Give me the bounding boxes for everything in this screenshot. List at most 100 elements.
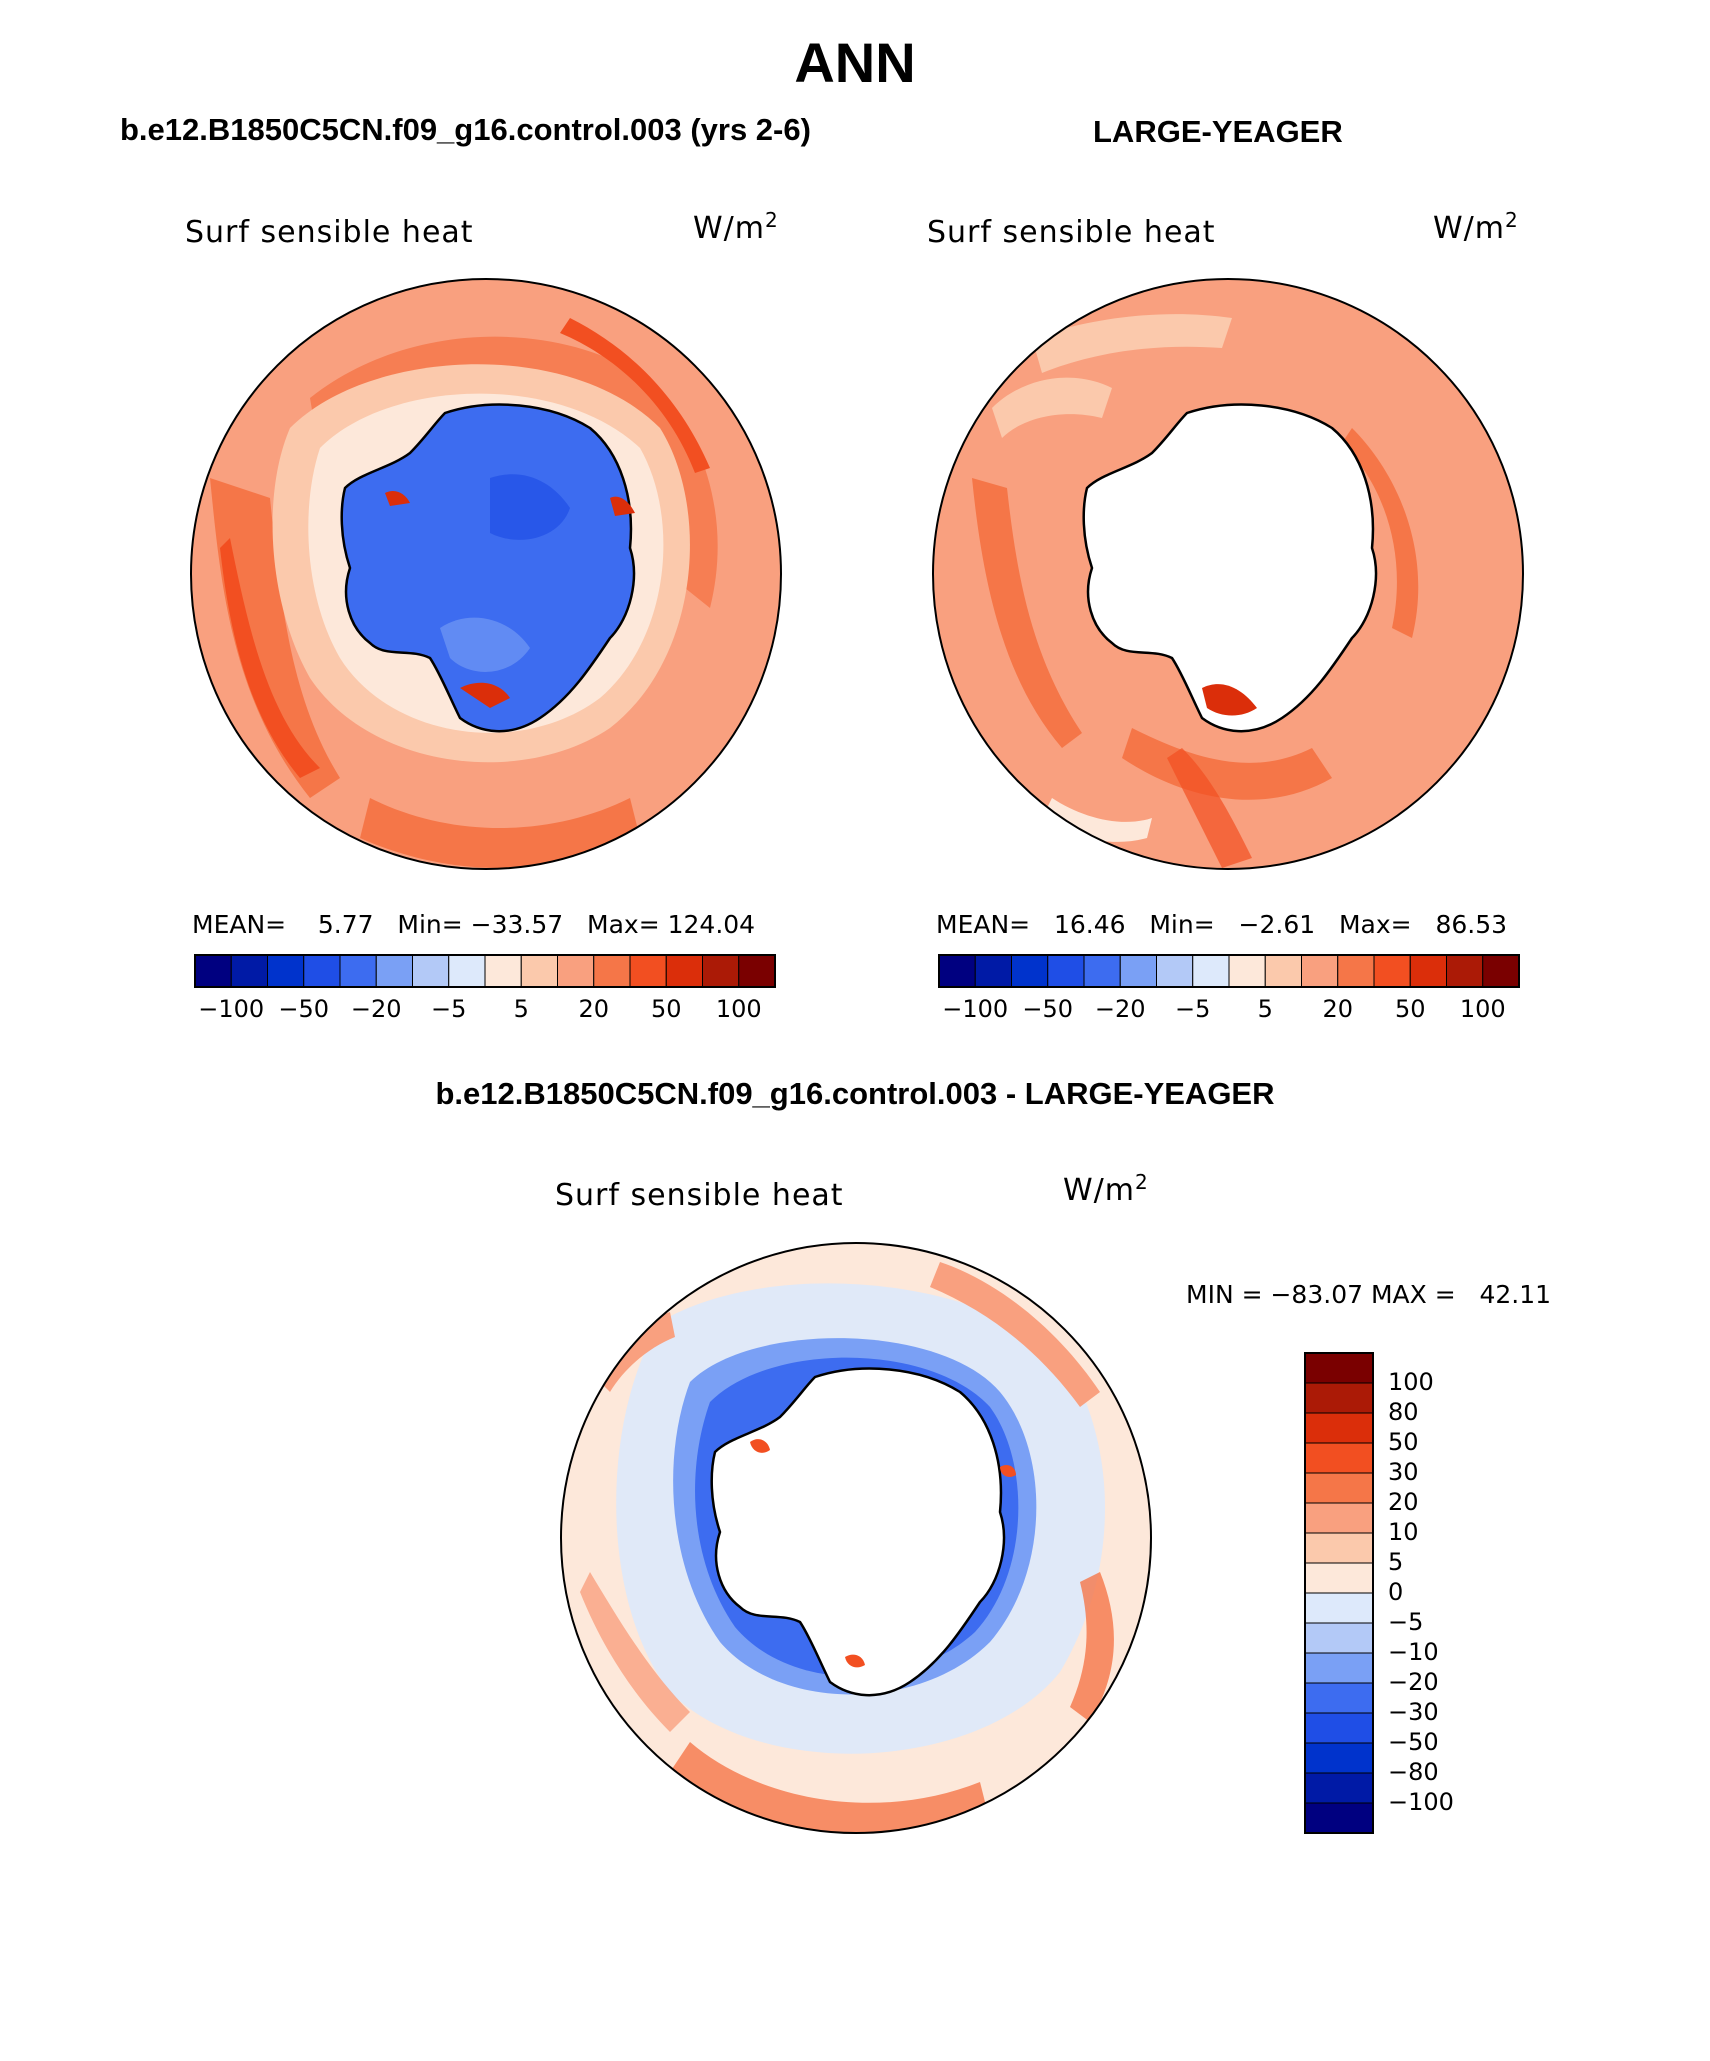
colorbar-frame (1304, 1352, 1374, 1834)
colorbar-tick-label: −20 (350, 995, 402, 1023)
colorbar-swatch (1304, 1772, 1374, 1804)
colorbar-level-label: −50 (1388, 1728, 1439, 1756)
colorbar-level-label: 80 (1388, 1398, 1419, 1426)
colorbar-swatch (629, 954, 667, 988)
map-border (932, 278, 1524, 870)
colorbar-level-label: 0 (1388, 1578, 1404, 1606)
colorbar-swatch (974, 954, 1012, 988)
colorbar-frame (938, 954, 1520, 988)
contour-band (1032, 314, 1232, 373)
colorbar-tick-label: −20 (1094, 995, 1146, 1023)
colorbar-swatch (375, 954, 413, 988)
colorbar-level-label: −10 (1388, 1638, 1439, 1666)
units-base: W/m (1433, 211, 1505, 246)
colorbar-swatch (1304, 1802, 1374, 1834)
colorbar-swatch (665, 954, 703, 988)
contour-band (580, 1572, 690, 1732)
colorbar-swatch (1304, 1502, 1374, 1534)
colorbar-swatch (1156, 954, 1194, 988)
colorbar-level-label: 20 (1388, 1488, 1419, 1516)
colorbar-tick-label: 20 (578, 995, 610, 1023)
colorbar-swatch (412, 954, 450, 988)
units-exponent: 2 (1505, 208, 1519, 232)
contour-band (385, 491, 410, 506)
colorbar-swatch (1304, 1382, 1374, 1414)
contour-band (845, 1654, 865, 1668)
colorbar-swatch (267, 954, 305, 988)
colorbar-swatch (1011, 954, 1049, 988)
colorbar-swatch (1482, 954, 1520, 988)
units-base: W/m (693, 211, 765, 246)
diff-units-label: W/m2 (1063, 1170, 1149, 1208)
colorbar-swatch (1301, 954, 1339, 988)
contour-band (560, 318, 710, 473)
colorbar-swatch (339, 954, 377, 988)
panel2-colorbar-ticks: −100 −50 −20 −5 5 20 50 100 (939, 995, 1519, 1025)
colorbar-tick-label: −50 (1022, 995, 1074, 1023)
colorbar-swatch (1337, 954, 1375, 988)
colorbar-swatch (1192, 954, 1230, 988)
colorbar-swatch (1304, 1742, 1374, 1774)
colorbar-swatch (1304, 1712, 1374, 1744)
diff-colorbar-labels: 100 80 50 30 20 10 5 0 −5 −10 −20 −30 −50 −80 −100 (1388, 1353, 1498, 1833)
contour-band (972, 478, 1082, 748)
diff-colorbar (1304, 1352, 1374, 1834)
colorbar-tick-label: 5 (1257, 995, 1273, 1023)
colorbar-swatch (448, 954, 486, 988)
colorbar-swatch (303, 954, 341, 988)
colorbar-swatch (1304, 1532, 1374, 1564)
panel1-case-label: b.e12.B1850C5CN.f09_g16.control.003 (yrs… (120, 112, 811, 147)
colorbar-swatch (1304, 1622, 1374, 1654)
colorbar-tick-label: −100 (942, 995, 1009, 1023)
contour-band (440, 617, 530, 672)
colorbar-swatch (593, 954, 631, 988)
colorbar-level-label: 50 (1388, 1428, 1419, 1456)
panel1-polar-map (190, 278, 782, 870)
colorbar-swatch (484, 954, 522, 988)
colorbar-tick-label: −100 (198, 995, 265, 1023)
colorbar-swatch (230, 954, 268, 988)
panel1-units-label: W/m2 (693, 208, 779, 246)
colorbar-swatch (1304, 1472, 1374, 1504)
colorbar-level-label: −20 (1388, 1668, 1439, 1696)
contour-band (750, 1439, 770, 1453)
colorbar-tick-label: 20 (1322, 995, 1354, 1023)
diff-variable-label: Surf sensible heat (555, 1178, 844, 1213)
colorbar-swatch (702, 954, 740, 988)
colorbar-swatch (1304, 1352, 1374, 1384)
contour-band (1070, 1572, 1114, 1722)
contour-band (460, 682, 510, 708)
colorbar-tick-label: 100 (715, 995, 762, 1023)
colorbar-swatch (1304, 1442, 1374, 1474)
antarctica-landmass (710, 1367, 1006, 1697)
contour-band (1202, 684, 1257, 716)
colorbar-swatch (1304, 1682, 1374, 1714)
colorbar-swatch (1228, 954, 1266, 988)
units-base: W/m (1063, 1173, 1135, 1208)
contour-band (490, 474, 570, 540)
colorbar-tick-label: −50 (278, 995, 330, 1023)
colorbar-swatch (1304, 1412, 1374, 1444)
map-border (190, 278, 782, 870)
colorbar-tick-label: 5 (513, 995, 529, 1023)
panel2-stats: MEAN= 16.46 Min= −2.61 Max= 86.53 (936, 910, 1508, 939)
diff-stats: MIN = −83.07 MAX = 42.11 (1186, 1280, 1552, 1309)
panel1-colorbar-ticks: −100 −50 −20 −5 5 20 50 100 (195, 995, 775, 1025)
panel1-colorbar (194, 954, 776, 988)
colorbar-swatch (520, 954, 558, 988)
colorbar-level-label: −30 (1388, 1698, 1439, 1726)
panel2-variable-label: Surf sensible heat (927, 215, 1216, 250)
colorbar-frame (194, 954, 776, 988)
diff-case-label: b.e12.B1850C5CN.f09_g16.control.003 - LA… (435, 1076, 1275, 1111)
contour-band (1000, 1464, 1016, 1478)
contour-band (930, 1262, 1100, 1407)
panel1-stats: MEAN= 5.77 Min= −33.57 Max= 124.04 (192, 910, 756, 939)
colorbar-level-label: −100 (1388, 1788, 1454, 1816)
contour-band (610, 496, 635, 516)
colorbar-swatch (1446, 954, 1484, 988)
colorbar-tick-label: −5 (431, 995, 467, 1023)
colorbar-swatch (1373, 954, 1411, 988)
contour-band (1122, 728, 1332, 800)
colorbar-level-label: 100 (1388, 1368, 1434, 1396)
colorbar-level-label: 30 (1388, 1458, 1419, 1486)
